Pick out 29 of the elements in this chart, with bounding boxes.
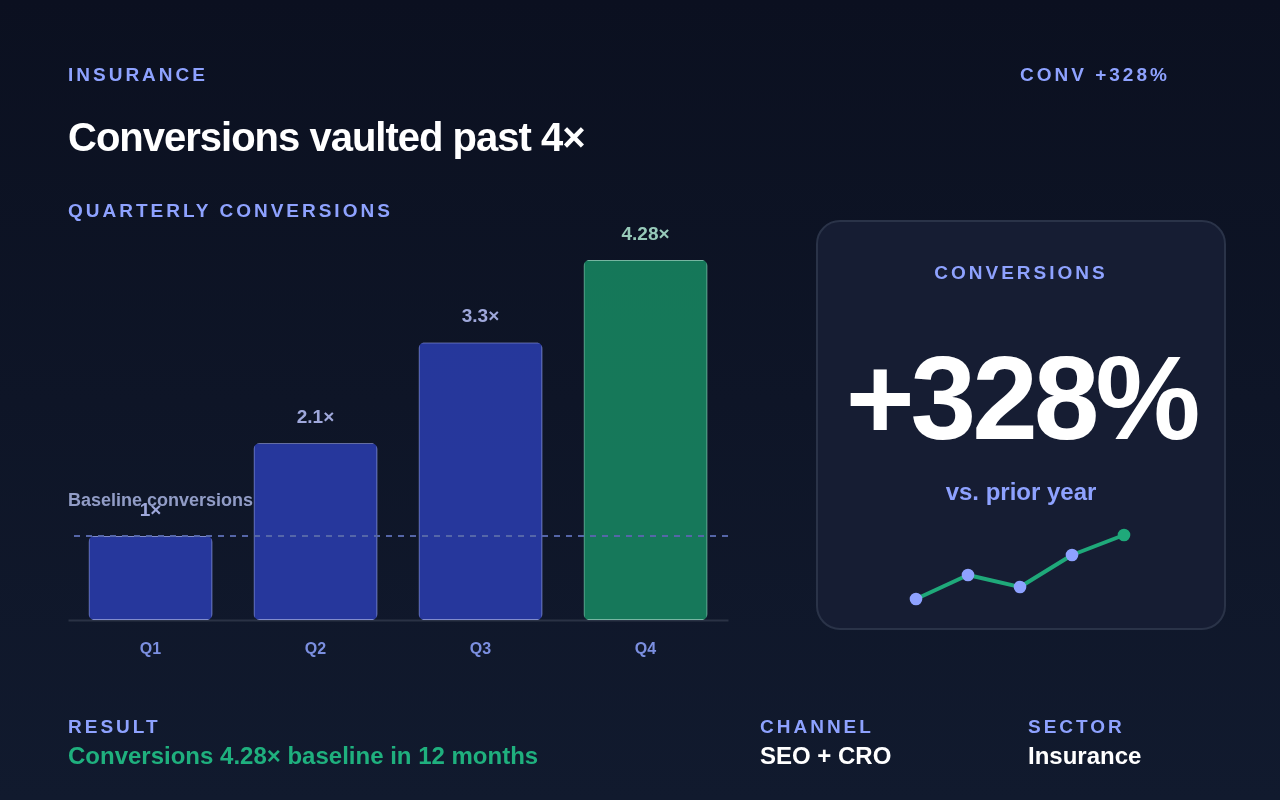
x-tick-label: Q4 bbox=[634, 639, 657, 657]
text: RESULT bbox=[68, 716, 161, 738]
data-label: 3.3× bbox=[461, 305, 500, 327]
text: SEO + CRO bbox=[760, 742, 892, 770]
point bbox=[1013, 580, 1027, 594]
bar bbox=[253, 443, 378, 620]
bar bbox=[418, 342, 543, 620]
text: Conversions 4.28× baseline in 12 months bbox=[68, 742, 539, 770]
text: CONV +328% bbox=[1020, 64, 1170, 86]
text: CONVERSIONS bbox=[933, 262, 1109, 284]
x-tick-label: Q2 bbox=[304, 639, 327, 657]
text: Insurance bbox=[1028, 742, 1142, 770]
point bbox=[1117, 528, 1131, 542]
x-tick-label: Q3 bbox=[469, 639, 492, 657]
text: INSURANCE bbox=[68, 64, 208, 86]
text: SECTOR bbox=[1028, 716, 1125, 738]
x-tick-label: Q1 bbox=[139, 639, 162, 657]
point bbox=[1065, 548, 1079, 562]
data-label: 2.1× bbox=[296, 406, 335, 428]
point bbox=[909, 592, 923, 606]
chart-title: Conversions vaulted past 4× bbox=[68, 115, 585, 160]
text: vs. prior year bbox=[944, 478, 1098, 506]
chart-subtitle: QUARTERLY CONVERSIONS bbox=[68, 200, 393, 222]
text: +328% bbox=[844, 331, 1198, 466]
bar bbox=[88, 535, 213, 620]
data-label: 4.28× bbox=[621, 223, 670, 244]
text: CHANNEL bbox=[760, 716, 874, 738]
bar bbox=[583, 260, 708, 620]
point bbox=[961, 568, 975, 582]
